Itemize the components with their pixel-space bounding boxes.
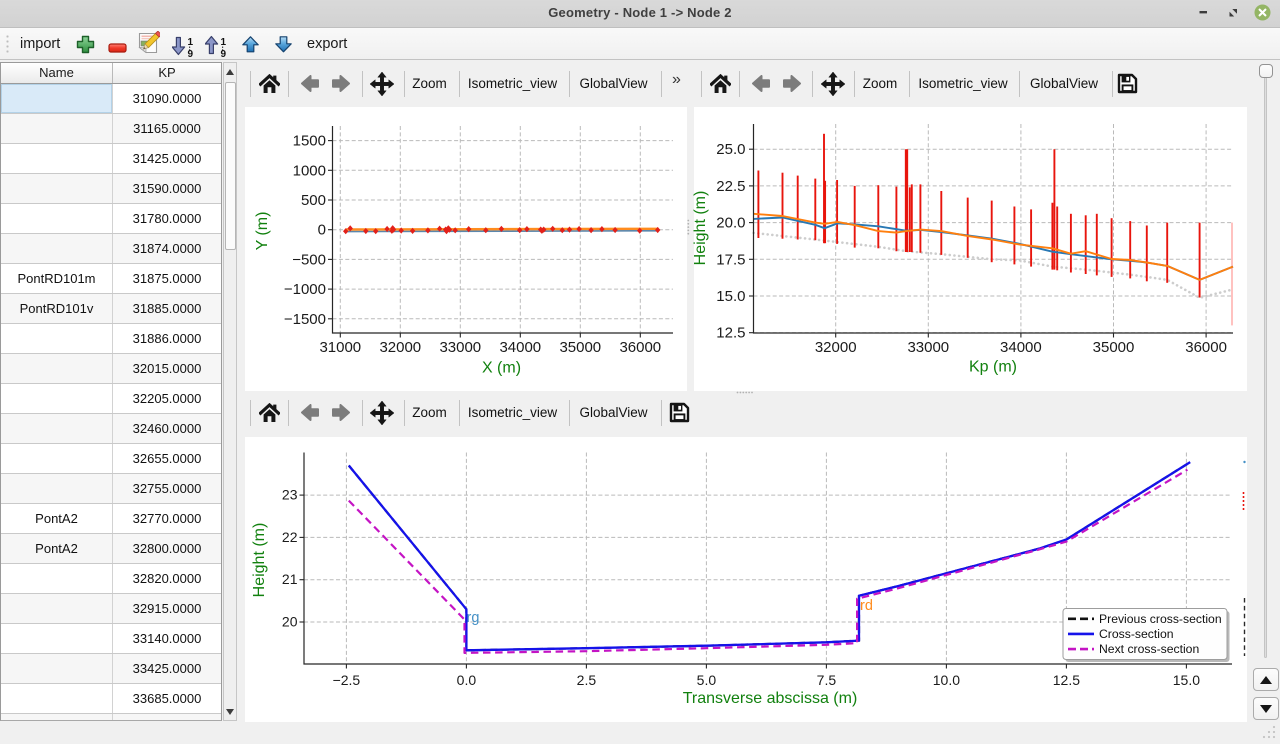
svg-text:33000: 33000: [907, 339, 949, 356]
svg-text:Height (m): Height (m): [251, 523, 268, 598]
svg-text:20.0: 20.0: [716, 215, 745, 232]
svg-text:23: 23: [282, 487, 298, 503]
svg-text:7.5: 7.5: [817, 672, 837, 688]
svg-text:0.0: 0.0: [457, 672, 477, 688]
svg-text:34000: 34000: [499, 339, 541, 356]
svg-text:Kp (m): Kp (m): [969, 359, 1017, 376]
svg-text:500: 500: [301, 192, 326, 209]
svg-text:Y (m): Y (m): [254, 212, 271, 251]
svg-text:Next cross-section: Next cross-section: [1099, 642, 1199, 656]
svg-text:2.5: 2.5: [577, 672, 597, 688]
svg-text:15.0: 15.0: [1173, 672, 1200, 688]
svg-text:1500: 1500: [293, 133, 326, 150]
svg-text:−1000: −1000: [284, 281, 326, 298]
svg-text:0: 0: [318, 222, 326, 239]
svg-text:33000: 33000: [439, 339, 481, 356]
svg-text:1: 1: [221, 37, 227, 48]
svg-text:9: 9: [188, 49, 194, 57]
svg-text:5.0: 5.0: [697, 672, 717, 688]
svg-text:15.0: 15.0: [716, 288, 745, 305]
svg-text:35000: 35000: [559, 339, 601, 356]
svg-text:36000: 36000: [1185, 339, 1227, 356]
svg-text:17.5: 17.5: [716, 251, 745, 268]
svg-text:31000: 31000: [319, 339, 361, 356]
svg-text:1000: 1000: [293, 162, 326, 179]
svg-text:34000: 34000: [1000, 339, 1042, 356]
svg-text:36000: 36000: [619, 339, 661, 356]
svg-text:22.5: 22.5: [716, 178, 745, 195]
svg-text:22: 22: [282, 529, 298, 545]
svg-text:−2.5: −2.5: [333, 672, 361, 688]
svg-text:12.5: 12.5: [716, 325, 745, 342]
svg-text:12.5: 12.5: [1053, 672, 1080, 688]
svg-text:20: 20: [282, 614, 298, 630]
svg-text:−1500: −1500: [284, 311, 326, 328]
svg-text:35000: 35000: [1093, 339, 1135, 356]
svg-text:25.0: 25.0: [716, 141, 745, 158]
svg-text:9: 9: [221, 49, 227, 57]
svg-text:21: 21: [282, 571, 298, 587]
svg-text:−500: −500: [292, 251, 326, 268]
svg-text:10.0: 10.0: [933, 672, 960, 688]
svg-text:Height (m): Height (m): [692, 191, 709, 266]
svg-text:1: 1: [188, 37, 194, 48]
svg-text:Previous cross-section: Previous cross-section: [1099, 612, 1222, 626]
svg-text:Cross-section: Cross-section: [1099, 627, 1174, 641]
svg-text:rg: rg: [467, 610, 480, 626]
svg-text:X (m): X (m): [482, 360, 521, 377]
svg-text:32000: 32000: [379, 339, 421, 356]
svg-text:Transverse abscissa (m): Transverse abscissa (m): [683, 690, 858, 707]
svg-text:32000: 32000: [815, 339, 857, 356]
svg-text:rd: rd: [860, 598, 873, 614]
